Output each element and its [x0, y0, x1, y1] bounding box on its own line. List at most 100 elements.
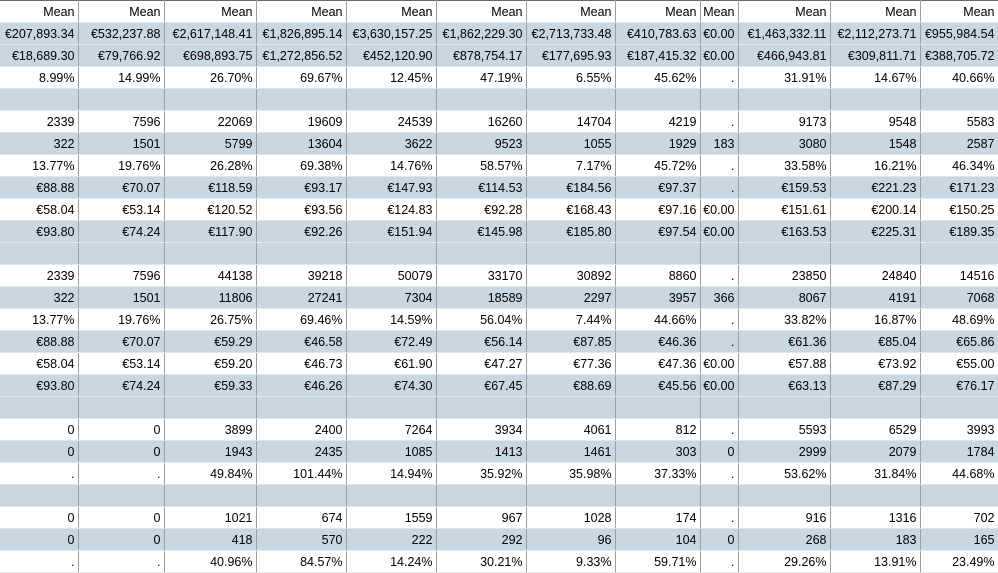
table-cell[interactable]: 96 [526, 528, 616, 551]
table-cell[interactable]: €3,630,157.25 [346, 22, 437, 45]
table-cell[interactable] [78, 88, 165, 111]
table-cell[interactable]: €92.26 [256, 220, 347, 243]
table-cell[interactable]: €117.90 [164, 220, 257, 243]
table-cell[interactable]: €59.33 [164, 374, 257, 397]
table-cell[interactable]: 0 [700, 528, 739, 551]
table-cell[interactable]: 14.24% [346, 550, 437, 573]
table-cell[interactable]: €187,415.32 [615, 44, 701, 67]
table-cell[interactable]: €2,617,148.41 [164, 22, 257, 45]
table-cell[interactable]: €1,463,332.11 [738, 22, 831, 45]
table-cell[interactable] [164, 242, 257, 265]
table-cell[interactable]: €124.83 [346, 198, 437, 221]
table-cell[interactable]: 1316 [830, 506, 921, 529]
table-cell[interactable]: €46.73 [256, 352, 347, 375]
table-cell[interactable]: 26.75% [164, 308, 257, 331]
table-cell[interactable]: €410,783.63 [615, 22, 701, 45]
table-cell[interactable]: €79,766.92 [78, 44, 165, 67]
table-cell[interactable] [700, 484, 739, 507]
table-cell[interactable]: 0 [700, 440, 739, 463]
table-cell[interactable]: 8860 [615, 264, 701, 287]
table-cell[interactable]: 30892 [526, 264, 616, 287]
table-cell[interactable]: 30.21% [436, 550, 527, 573]
table-cell[interactable]: 13.91% [830, 550, 921, 573]
table-cell[interactable]: 1055 [526, 132, 616, 155]
table-cell[interactable]: 59.71% [615, 550, 701, 573]
table-cell[interactable] [615, 88, 701, 111]
table-cell[interactable]: 35.92% [436, 462, 527, 485]
table-cell[interactable]: 2435 [256, 440, 347, 463]
table-cell[interactable]: 1028 [526, 506, 616, 529]
table-cell[interactable]: Mean [700, 0, 739, 23]
table-cell[interactable]: 4061 [526, 418, 616, 441]
table-cell[interactable]: 45.62% [615, 66, 701, 89]
table-cell[interactable]: . [700, 330, 739, 353]
table-cell[interactable]: 69.67% [256, 66, 347, 89]
table-cell[interactable]: 1085 [346, 440, 437, 463]
table-cell[interactable]: Mean [738, 0, 831, 23]
table-cell[interactable]: €168.43 [526, 198, 616, 221]
table-cell[interactable]: €70.07 [78, 330, 165, 353]
table-cell[interactable]: 0 [78, 506, 165, 529]
table-cell[interactable]: 9548 [830, 110, 921, 133]
table-cell[interactable]: 1548 [830, 132, 921, 155]
table-cell[interactable] [526, 484, 616, 507]
table-cell[interactable]: 2339 [0, 264, 79, 287]
table-cell[interactable]: €45.56 [615, 374, 701, 397]
table-cell[interactable] [436, 88, 527, 111]
table-cell[interactable]: €70.07 [78, 176, 165, 199]
table-cell[interactable]: €1,272,856.52 [256, 44, 347, 67]
table-cell[interactable]: €221.23 [830, 176, 921, 199]
table-cell[interactable]: €97.37 [615, 176, 701, 199]
table-cell[interactable]: 6529 [830, 418, 921, 441]
table-cell[interactable]: €85.04 [830, 330, 921, 353]
table-cell[interactable]: 2339 [0, 110, 79, 133]
table-cell[interactable]: 1929 [615, 132, 701, 155]
table-cell[interactable]: €147.93 [346, 176, 437, 199]
table-cell[interactable] [738, 242, 831, 265]
table-cell[interactable]: 702 [920, 506, 998, 529]
table-cell[interactable] [0, 242, 79, 265]
table-cell[interactable]: €1,826,895.14 [256, 22, 347, 45]
table-cell[interactable]: €87.29 [830, 374, 921, 397]
table-cell[interactable]: 44.68% [920, 462, 998, 485]
table-cell[interactable]: €388,705.72 [920, 44, 998, 67]
table-cell[interactable]: 4219 [615, 110, 701, 133]
table-cell[interactable]: €0.00 [700, 374, 739, 397]
table-cell[interactable]: €74.24 [78, 374, 165, 397]
table-cell[interactable]: 2400 [256, 418, 347, 441]
table-cell[interactable]: €73.92 [830, 352, 921, 375]
table-cell[interactable]: €76.17 [920, 374, 998, 397]
table-cell[interactable]: €120.52 [164, 198, 257, 221]
table-cell[interactable]: €452,120.90 [346, 44, 437, 67]
table-cell[interactable]: . [700, 418, 739, 441]
table-cell[interactable]: €184.56 [526, 176, 616, 199]
table-cell[interactable]: 3080 [738, 132, 831, 155]
table-cell[interactable]: 5593 [738, 418, 831, 441]
table-cell[interactable]: €97.16 [615, 198, 701, 221]
table-cell[interactable]: 6.55% [526, 66, 616, 89]
table-cell[interactable]: €87.85 [526, 330, 616, 353]
table-cell[interactable]: 9.33% [526, 550, 616, 573]
table-cell[interactable]: 24539 [346, 110, 437, 133]
table-cell[interactable] [78, 242, 165, 265]
table-cell[interactable]: €118.59 [164, 176, 257, 199]
table-cell[interactable]: . [700, 154, 739, 177]
table-cell[interactable]: €53.14 [78, 352, 165, 375]
table-cell[interactable]: 11806 [164, 286, 257, 309]
table-cell[interactable]: 19609 [256, 110, 347, 133]
table-cell[interactable]: €185.80 [526, 220, 616, 243]
table-cell[interactable] [256, 484, 347, 507]
table-cell[interactable] [0, 396, 79, 419]
table-cell[interactable]: 5799 [164, 132, 257, 155]
table-cell[interactable]: €0.00 [700, 22, 739, 45]
table-cell[interactable]: 1559 [346, 506, 437, 529]
table-cell[interactable]: 418 [164, 528, 257, 551]
table-cell[interactable]: 29.26% [738, 550, 831, 573]
table-cell[interactable]: 812 [615, 418, 701, 441]
table-cell[interactable]: 1501 [78, 132, 165, 155]
table-cell[interactable]: €532,237.88 [78, 22, 165, 45]
table-cell[interactable]: €55.00 [920, 352, 998, 375]
table-cell[interactable]: 8067 [738, 286, 831, 309]
table-cell[interactable]: 2587 [920, 132, 998, 155]
table-cell[interactable]: 101.44% [256, 462, 347, 485]
